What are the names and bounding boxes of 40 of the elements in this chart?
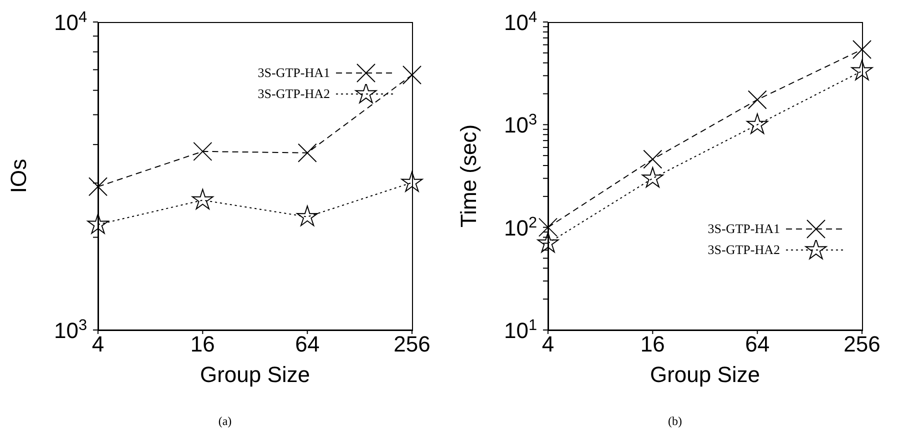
y-tick-label: 10$^{4}$ bbox=[504, 8, 538, 35]
y-axis-title: Time (sec) bbox=[456, 124, 481, 228]
x-axis-title: Group Size bbox=[650, 362, 760, 387]
y-tick-label: 10$^{1}$ bbox=[504, 316, 537, 343]
point bbox=[296, 206, 318, 226]
point bbox=[298, 143, 317, 162]
x-tick-label: 16 bbox=[640, 332, 665, 357]
point bbox=[746, 113, 768, 134]
legend-label: 3S-GTP-HA1 bbox=[258, 64, 330, 80]
point bbox=[88, 177, 108, 196]
point bbox=[537, 232, 559, 252]
x-tick-label: 4 bbox=[542, 332, 554, 357]
point bbox=[851, 60, 873, 80]
point bbox=[87, 213, 109, 234]
y-tick-label: 10$^{2}$ bbox=[504, 214, 537, 240]
x-tick-label: 4 bbox=[92, 332, 104, 357]
x-axis-title: Group Size bbox=[200, 362, 310, 387]
point bbox=[192, 188, 214, 210]
legend-label: 3S-GTP-HA2 bbox=[258, 86, 330, 102]
text: (a) bbox=[217, 414, 233, 429]
y-tick-label: 10$^{3}$ bbox=[504, 111, 537, 138]
point bbox=[538, 218, 558, 237]
point bbox=[401, 171, 423, 192]
y-axis-title: IOs bbox=[6, 158, 31, 194]
x-tick-label: 16 bbox=[190, 332, 215, 357]
point bbox=[748, 90, 767, 110]
x-tick-label: 256 bbox=[844, 332, 880, 357]
point bbox=[643, 150, 662, 169]
x-tick-label: 64 bbox=[295, 332, 320, 357]
point bbox=[642, 167, 664, 188]
point bbox=[852, 40, 872, 59]
text: (b) bbox=[667, 414, 683, 429]
legend-label: 3S-GTP-HA2 bbox=[708, 242, 780, 258]
y-tick-label: 10$^{4}$ bbox=[54, 8, 88, 35]
point bbox=[402, 65, 422, 84]
x-tick-label: 64 bbox=[745, 332, 770, 357]
x-tick-label: 256 bbox=[394, 332, 430, 357]
legend-label: 3S-GTP-HA1 bbox=[708, 220, 780, 236]
y-tick-label: 10$^{3}$ bbox=[54, 316, 87, 343]
point bbox=[193, 142, 212, 161]
